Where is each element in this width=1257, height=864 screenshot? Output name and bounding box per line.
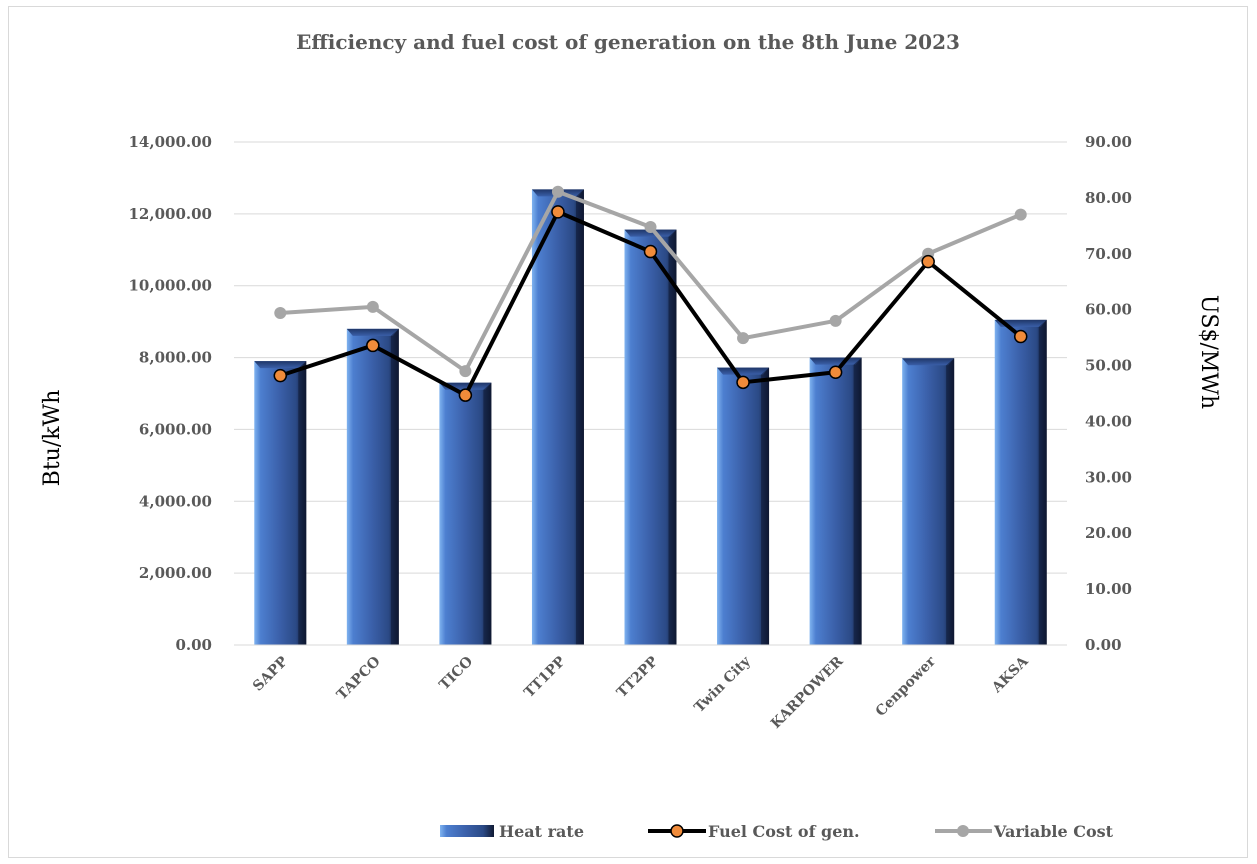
y-right-tick-label: 90.00 <box>1085 133 1132 151</box>
legend-item-variable-cost: Variable Cost <box>935 822 1114 841</box>
line-point <box>274 307 287 320</box>
bar-body <box>994 319 1047 645</box>
chart-title: Efficiency and fuel cost of generation o… <box>296 30 960 54</box>
bar-heat-rate <box>624 229 677 645</box>
y-right-tick-label: 70.00 <box>1085 245 1132 263</box>
bar-body <box>902 358 955 645</box>
line-series-fuel-cost-of-gen <box>273 205 1028 402</box>
x-category-label: SAPP <box>250 653 291 694</box>
line-point <box>643 244 658 259</box>
bar-bevel-top <box>902 358 955 366</box>
x-category-label: TAPCO <box>334 654 384 704</box>
bar-bevel-side <box>483 382 492 645</box>
x-category-label: KARPOWER <box>768 653 847 732</box>
y-left-tick-label: 4,000.00 <box>139 492 212 510</box>
bar-bevel-side <box>853 357 862 645</box>
y-right-tick-label: 30.00 <box>1085 468 1132 486</box>
legend-swatch-heat-rate <box>440 825 494 837</box>
bar-bevel-side <box>761 367 770 645</box>
line-point <box>1014 208 1027 221</box>
line-point <box>1013 329 1028 344</box>
line-point <box>551 205 565 219</box>
bar-body <box>254 361 307 645</box>
bar-heat-rate <box>439 382 492 645</box>
y-right-tick-label: 40.00 <box>1085 412 1132 430</box>
y-left-tick-label: 6,000.00 <box>139 420 212 438</box>
bar-bevel-side <box>575 189 584 645</box>
x-category-label: Twin City <box>691 653 754 716</box>
bar-bevel-side <box>668 229 677 645</box>
legend-label-variable-cost: Variable Cost <box>993 822 1114 841</box>
y-right-tick-label: 0.00 <box>1085 636 1122 654</box>
line-series <box>273 185 1028 402</box>
bar-bevel-top <box>717 367 770 375</box>
y-right-tick-label: 10.00 <box>1085 580 1132 598</box>
bar-bevel-top <box>624 229 677 237</box>
y-left-tick-label: 2,000.00 <box>139 564 212 582</box>
y-left-tick-label: 0.00 <box>175 636 212 654</box>
bar-heat-rate <box>254 361 307 645</box>
bar-bevel-side <box>1038 319 1047 645</box>
y-left-tick-label: 8,000.00 <box>139 349 212 367</box>
x-category-label: TT2PP <box>614 653 662 701</box>
y-axis-left-title: Btu/kWh <box>40 390 65 487</box>
bar-bevel-top <box>254 361 307 369</box>
y-right-tick-label: 50.00 <box>1085 357 1132 375</box>
line-point <box>366 300 379 313</box>
y-axis-left-ticks: 0.00 2,000.00 4,000.00 6,000.00 8,000.00 10,0… <box>128 133 212 654</box>
bar-bevel-side <box>298 361 307 645</box>
bar-body <box>717 367 770 645</box>
line-point <box>737 332 750 345</box>
bar-body <box>346 328 399 645</box>
bar-heat-rate <box>902 358 955 645</box>
legend-swatch-fuel-cost-marker <box>670 824 684 838</box>
bar-heat-rate <box>809 357 862 645</box>
bar-body <box>439 382 492 645</box>
line-point <box>921 254 935 269</box>
y-right-tick-label: 20.00 <box>1085 524 1132 542</box>
line-point <box>458 388 473 402</box>
legend-label-heat-rate: Heat rate <box>499 822 584 841</box>
legend-label-fuel-cost: Fuel Cost of gen. <box>708 822 860 841</box>
line-point <box>273 368 288 383</box>
bar-heat-rate <box>994 319 1047 645</box>
x-axis-category-labels: SAPP TAPCO TICO TT1PP TT2PP Twin City KARPOWER… <box>250 653 1032 732</box>
bar-body <box>531 189 584 645</box>
bar-bevel-side <box>946 358 955 645</box>
bar-heat-rate <box>531 189 584 645</box>
x-category-label: TICO <box>436 654 476 694</box>
x-category-label: TT1PP <box>521 653 569 701</box>
line-point <box>551 185 564 198</box>
bar-series-heat-rate <box>254 189 1047 645</box>
y-axis-right-ticks: 0.00 10.00 20.00 30.00 40.00 50.00 60.00 70.00 8… <box>1085 133 1132 654</box>
line-point <box>829 314 842 327</box>
legend-item-heat-rate: Heat rate <box>440 822 584 841</box>
y-right-tick-label: 80.00 <box>1085 189 1132 207</box>
bar-bevel-side <box>390 328 399 645</box>
bar-body <box>624 229 677 645</box>
y-left-tick-label: 10,000.00 <box>128 277 212 295</box>
line-point <box>459 365 472 378</box>
legend-swatch-variable-cost-marker <box>957 825 969 837</box>
line-point <box>366 338 380 353</box>
x-category-label: Cenpower <box>873 653 940 720</box>
y-right-tick-label: 60.00 <box>1085 301 1132 319</box>
bar-heat-rate <box>717 367 770 645</box>
bar-bevel-top <box>346 328 399 336</box>
line-point <box>736 375 750 390</box>
legend-item-fuel-cost: Fuel Cost of gen. <box>648 822 860 841</box>
bar-heat-rate <box>346 328 399 645</box>
x-category-label: AKSA <box>988 653 1032 697</box>
y-left-tick-label: 12,000.00 <box>128 205 212 223</box>
bar-body <box>809 357 862 645</box>
y-left-tick-label: 14,000.00 <box>128 133 212 151</box>
y-axis-right-title: US$/MWh <box>1196 295 1221 409</box>
bar-bevel-top <box>809 357 862 365</box>
legend: Heat rate Fuel Cost of gen. Variable Cos… <box>440 822 1114 841</box>
line-point <box>644 220 657 233</box>
line-point <box>828 365 843 380</box>
